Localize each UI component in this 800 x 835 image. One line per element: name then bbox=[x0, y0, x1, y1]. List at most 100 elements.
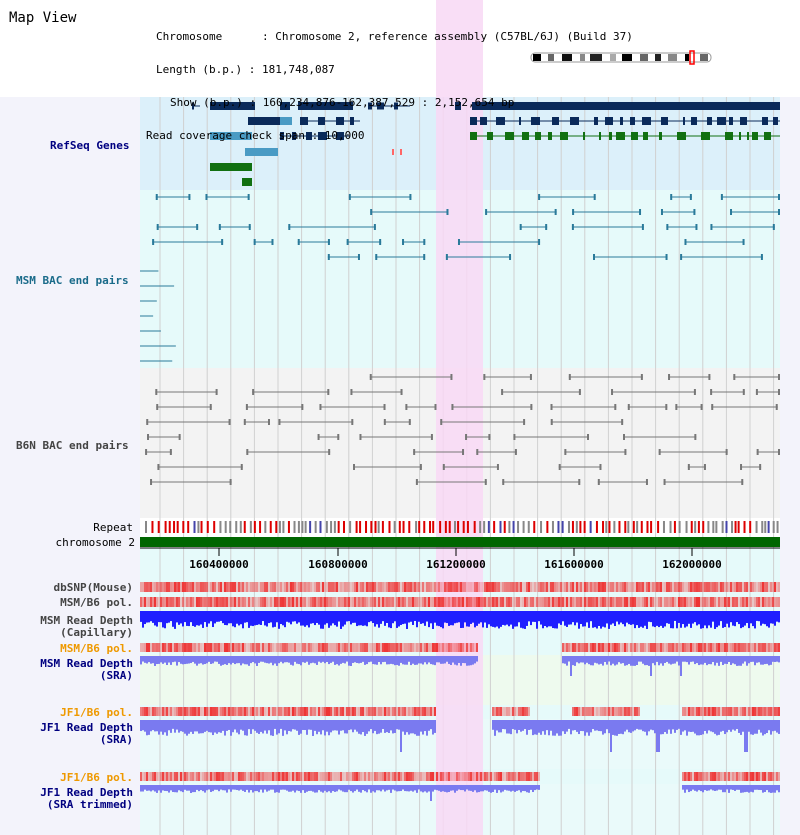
refseq-exon bbox=[336, 117, 344, 125]
read-depth-bin bbox=[244, 785, 246, 792]
track-label-jf1-depth-trim[interactable]: JF1 Read Depth bbox=[40, 786, 133, 799]
read-depth-bin bbox=[760, 656, 762, 665]
read-depth-bin bbox=[430, 611, 432, 624]
track-label-jf1-pol-1[interactable]: JF1/B6 pol. bbox=[60, 706, 133, 719]
read-depth-bin bbox=[260, 656, 262, 662]
read-depth-bin bbox=[200, 785, 202, 791]
polymorphism-bin bbox=[634, 597, 636, 607]
track-label-dbsnp[interactable]: dbSNP(Mouse) bbox=[53, 581, 133, 594]
b6n-bac-pair-end bbox=[693, 389, 696, 395]
read-depth-bin bbox=[616, 656, 618, 665]
track-label-b6n-bac[interactable]: B6N BAC end pairs bbox=[16, 439, 129, 452]
polymorphism-bin bbox=[256, 707, 258, 716]
polymorphism-bin bbox=[674, 582, 676, 592]
msm-bac-pair-end bbox=[680, 254, 683, 260]
polymorphism-bin bbox=[778, 582, 780, 592]
read-depth-bin bbox=[336, 656, 338, 665]
read-depth-bin bbox=[766, 611, 768, 627]
read-depth-bin bbox=[226, 611, 228, 626]
read-depth-bin bbox=[376, 720, 378, 735]
polymorphism-bin bbox=[312, 772, 314, 781]
read-depth-bin bbox=[284, 720, 286, 731]
track-label-repeat[interactable]: Repeat bbox=[93, 521, 133, 534]
track-label-jf1-depth-sra[interactable]: JF1 Read Depth bbox=[40, 721, 133, 734]
track-label-refseq[interactable]: RefSeq Genes bbox=[50, 139, 130, 152]
polymorphism-bin bbox=[638, 597, 640, 607]
read-depth-bin bbox=[690, 656, 692, 662]
read-depth-bin bbox=[446, 785, 448, 793]
polymorphism-bin bbox=[240, 643, 242, 652]
read-depth-bin bbox=[192, 611, 194, 626]
track-label-msm-pol-1[interactable]: MSM/B6 pol. bbox=[60, 596, 133, 609]
polymorphism-bin bbox=[200, 643, 202, 652]
polymorphism-bin bbox=[768, 643, 770, 652]
read-depth-bin bbox=[572, 720, 574, 731]
polymorphism-bin bbox=[348, 597, 350, 607]
polymorphism-bin bbox=[204, 582, 206, 592]
b6n-bac-pair-end bbox=[740, 464, 743, 470]
read-depth-bin bbox=[392, 656, 394, 665]
read-depth-bin bbox=[732, 785, 734, 790]
polymorphism-bin bbox=[222, 772, 224, 781]
polymorphism-bin bbox=[380, 772, 382, 781]
polymorphism-bin bbox=[334, 707, 336, 716]
read-depth-bin bbox=[714, 785, 716, 791]
polymorphism-bin bbox=[716, 582, 718, 592]
read-depth-bin bbox=[188, 656, 190, 664]
b6n-bac-pair-end bbox=[614, 404, 617, 410]
ideogram-band bbox=[622, 54, 632, 61]
track-label-msm-bac[interactable]: MSM BAC end pairs bbox=[16, 274, 129, 287]
read-depth-bin bbox=[218, 720, 220, 733]
b6n-bac-pair-end bbox=[484, 479, 487, 485]
read-depth-bin bbox=[642, 611, 644, 628]
read-depth-bin bbox=[508, 720, 510, 734]
polymorphism-bin bbox=[682, 707, 684, 716]
read-depth-bin bbox=[732, 611, 734, 626]
track-label-msm-depth-cap[interactable]: MSM Read Depth bbox=[40, 614, 133, 627]
polymorphism-bin bbox=[368, 707, 370, 716]
polymorphism-bin bbox=[234, 597, 236, 607]
polymorphism-bin bbox=[272, 643, 274, 652]
read-depth-bin bbox=[374, 611, 376, 627]
polymorphism-bin bbox=[262, 772, 264, 781]
read-depth-bin bbox=[710, 611, 712, 628]
read-depth-bin bbox=[140, 656, 142, 665]
polymorphism-bin bbox=[378, 643, 380, 652]
read-depth-bin bbox=[702, 611, 704, 629]
polymorphism-bin bbox=[740, 582, 742, 592]
repeat-feature bbox=[418, 521, 421, 533]
repeat-feature bbox=[304, 521, 307, 533]
read-depth-bin bbox=[312, 785, 314, 792]
read-depth-bin bbox=[514, 720, 516, 730]
read-depth-bin bbox=[262, 785, 264, 793]
read-depth-bin bbox=[362, 656, 364, 662]
read-depth-bin bbox=[306, 720, 308, 735]
polymorphism-bin bbox=[360, 707, 362, 716]
read-depth-bin bbox=[180, 611, 182, 624]
polymorphism-bin bbox=[706, 597, 708, 607]
read-depth-bin bbox=[528, 785, 530, 793]
msm-bac-pair-end bbox=[271, 239, 274, 245]
track-label-msm-depth-sra[interactable]: MSM Read Depth bbox=[40, 657, 133, 670]
polymorphism-bin bbox=[518, 707, 520, 716]
polymorphism-bin bbox=[288, 707, 290, 716]
polymorphism-bin bbox=[484, 597, 486, 607]
polymorphism-bin bbox=[608, 643, 610, 652]
polymorphism-bin bbox=[430, 707, 432, 716]
read-depth-bin bbox=[546, 611, 548, 628]
polymorphism-bin bbox=[592, 707, 594, 716]
polymorphism-bin bbox=[308, 772, 310, 781]
polymorphism-bin bbox=[682, 597, 684, 607]
read-depth-bin bbox=[146, 611, 148, 623]
track-label-chromosome[interactable]: chromosome 2 bbox=[55, 536, 135, 549]
b6n-bac-pair-end bbox=[501, 389, 504, 395]
polymorphism-bin bbox=[592, 643, 594, 652]
polymorphism-bin bbox=[204, 772, 206, 781]
track-label-jf1-pol-2[interactable]: JF1/B6 pol. bbox=[60, 771, 133, 784]
track-label-msm-pol-2[interactable]: MSM/B6 pol. bbox=[60, 642, 133, 655]
polymorphism-bin bbox=[238, 707, 240, 716]
read-depth-bin bbox=[296, 611, 298, 624]
polymorphism-bin bbox=[420, 582, 422, 592]
read-depth-bin bbox=[176, 611, 178, 623]
